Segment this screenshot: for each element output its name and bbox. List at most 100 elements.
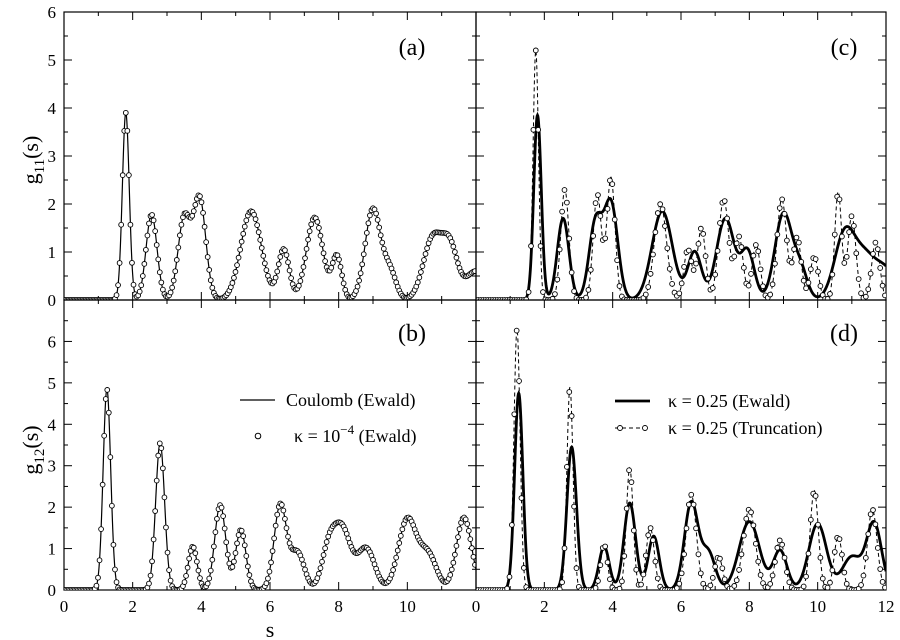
series-point-dashed-circles-d bbox=[743, 515, 750, 522]
series-point-circles-a bbox=[380, 245, 387, 252]
y-tick-label-b: 3 bbox=[48, 457, 57, 476]
series-point-dashed-circles-c bbox=[590, 233, 597, 239]
series-point-dashed-circles-c bbox=[812, 256, 819, 262]
series-point-dashed-circles-d bbox=[733, 577, 740, 584]
series-point-circles-a bbox=[377, 232, 384, 239]
series-point-dashed-circles-c bbox=[652, 229, 659, 236]
series-point-circles-a bbox=[234, 262, 240, 268]
series-point-circles-b bbox=[455, 534, 461, 540]
series-point-dashed-circles-d bbox=[654, 575, 661, 582]
series-point-dashed-circles-d bbox=[752, 540, 759, 547]
series-point-circles-b bbox=[283, 525, 290, 531]
series-point-circles-b bbox=[218, 504, 225, 511]
x-tick-label-d: 12 bbox=[878, 597, 895, 616]
series-point-circles-a bbox=[320, 250, 327, 257]
series-point-circles-a bbox=[306, 228, 313, 235]
series-point-dashed-circles-d bbox=[786, 579, 793, 586]
legend-right: κ = 0.25 (Ewald) κ = 0.25 (Truncation) bbox=[615, 391, 823, 439]
series-point-circles-b bbox=[274, 511, 281, 518]
series-point-dashed-circles-c bbox=[647, 270, 654, 277]
series-point-dashed-circles-c bbox=[645, 284, 652, 290]
series-point-dashed-circles-d bbox=[877, 566, 884, 572]
series-point-dashed-circles-c bbox=[867, 270, 874, 277]
series-point-dashed-circles-c bbox=[748, 270, 754, 277]
series-point-circles-b bbox=[235, 532, 242, 538]
series-point-dashed-circles-c bbox=[736, 233, 742, 240]
series-point-dashed-circles-d bbox=[707, 582, 714, 589]
y-tick-label-b: 2 bbox=[48, 498, 57, 517]
series-point-circles-a bbox=[274, 268, 281, 275]
plot-area-c bbox=[476, 47, 886, 300]
series-point-dashed-circles-c bbox=[776, 205, 783, 211]
series-point-dashed-circles-c bbox=[540, 289, 546, 295]
series-point-dashed-circles-d bbox=[721, 576, 728, 583]
series-point-dashed-circles-c bbox=[755, 248, 762, 255]
series-point-dashed-circles-d bbox=[805, 550, 812, 557]
series-point-dashed-circles-c bbox=[690, 267, 697, 273]
series-point-dashed-circles-c bbox=[831, 231, 838, 238]
series-point-dashed-circles-d bbox=[741, 532, 747, 539]
series-point-dashed-circles-c bbox=[851, 223, 857, 229]
y-tick-label-a: 3 bbox=[48, 147, 57, 166]
y-axis-title-bottom: g12(s) bbox=[18, 425, 48, 474]
series-point-circles-a bbox=[153, 242, 160, 248]
series-point-dashed-circles-c bbox=[654, 210, 661, 216]
series-point-circles-b bbox=[192, 550, 199, 557]
x-tick-label-d: 0 bbox=[472, 597, 481, 616]
panel-label-d: (d) bbox=[830, 321, 858, 347]
series-point-circles-a bbox=[283, 252, 290, 258]
series-point-dashed-circles-d bbox=[513, 327, 520, 334]
series-point-dashed-circles-d bbox=[571, 503, 577, 510]
series-point-dashed-circles-c bbox=[561, 187, 568, 193]
series-point-circles-a bbox=[189, 212, 196, 219]
series-point-dashed-circles-c bbox=[815, 268, 821, 275]
series-point-circles-a bbox=[169, 284, 176, 291]
series-point-dashed-circles-c bbox=[721, 198, 728, 204]
y-tick-label-a: 5 bbox=[48, 51, 57, 70]
series-point-circles-b bbox=[465, 527, 472, 534]
series-point-circles-a bbox=[240, 230, 247, 237]
x-tick-label-d: 10 bbox=[809, 597, 826, 616]
panel-label-b: (b) bbox=[398, 321, 426, 347]
series-point-circles-a bbox=[282, 247, 288, 254]
series-point-circles-b bbox=[212, 529, 219, 535]
series-point-dashed-circles-d bbox=[642, 552, 649, 559]
series-point-dashed-circles-d bbox=[815, 521, 821, 528]
series-point-circles-a bbox=[297, 278, 304, 284]
series-point-dashed-circles-d bbox=[865, 531, 872, 537]
series-point-dashed-circles-c bbox=[741, 264, 747, 271]
series-point-dashed-circles-d bbox=[817, 554, 824, 561]
series-point-circles-a bbox=[136, 288, 143, 295]
series-point-circles-a bbox=[126, 172, 132, 178]
series-point-circles-b bbox=[245, 563, 251, 570]
series-point-dashed-circles-d bbox=[700, 580, 707, 587]
series-point-circles-b bbox=[195, 567, 202, 574]
series-point-dashed-circles-d bbox=[650, 537, 656, 544]
series-point-circles-b bbox=[399, 526, 406, 533]
series-point-circles-b bbox=[155, 452, 162, 459]
series-point-circles-a bbox=[329, 260, 336, 266]
series-point-dashed-circles-d bbox=[874, 545, 881, 551]
series-point-circles-b bbox=[268, 559, 274, 566]
series-point-circles-a bbox=[286, 267, 293, 274]
series-point-circles-a bbox=[198, 199, 205, 206]
series-point-circles-b bbox=[112, 566, 118, 573]
series-point-circles-b bbox=[282, 515, 288, 522]
series-point-dashed-circles-c bbox=[535, 126, 542, 133]
series-point-dashed-circles-d bbox=[750, 522, 757, 529]
series-point-dashed-circles-c bbox=[827, 291, 833, 297]
series-point-circles-b bbox=[160, 465, 166, 472]
y-tick-label-b: 1 bbox=[48, 540, 57, 559]
series-point-dashed-circles-d bbox=[836, 536, 843, 542]
series-point-dashed-circles-c bbox=[784, 237, 790, 244]
series-point-circles-a bbox=[237, 246, 243, 253]
series-point-dashed-circles-c bbox=[681, 263, 687, 270]
series-point-circles-b bbox=[464, 521, 471, 527]
series-point-circles-a bbox=[118, 221, 125, 228]
series-point-circles-a bbox=[363, 229, 370, 236]
series-point-dashed-circles-d bbox=[860, 572, 867, 579]
series-point-dashed-circles-d bbox=[686, 501, 692, 508]
series-point-circles-b bbox=[146, 580, 152, 587]
x-tick-label-b: 10 bbox=[399, 597, 416, 616]
series-point-dashed-circles-c bbox=[800, 277, 807, 284]
